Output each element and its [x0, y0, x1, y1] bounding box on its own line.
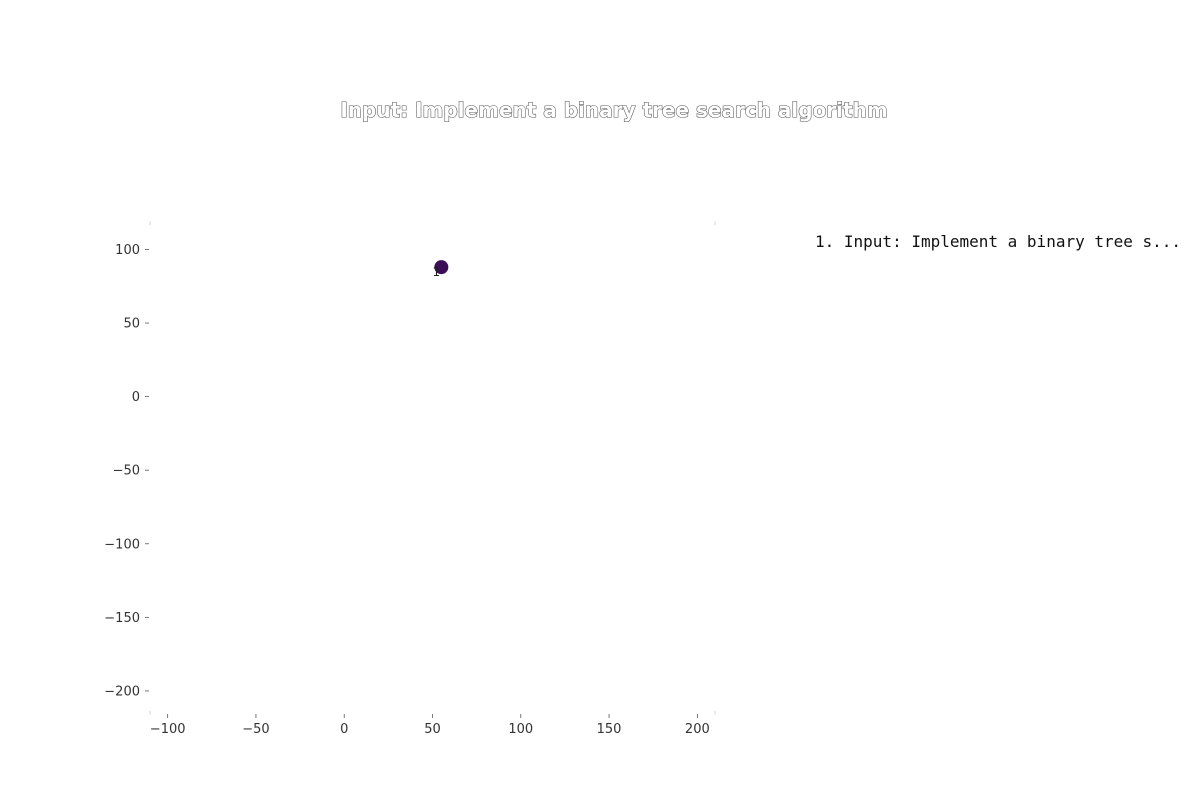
- x-tick-label: 200: [685, 722, 710, 737]
- point-label: 1: [433, 265, 441, 279]
- x-tick-label: 100: [508, 722, 533, 737]
- scatter-point: [434, 260, 449, 275]
- y-axis: 100 50 0 −50 −100 −150 −200: [104, 243, 149, 699]
- y-tick-label: −150: [104, 611, 140, 626]
- y-tick-label: −100: [104, 537, 140, 552]
- x-axis: −100 −50 0 50 100 150 200: [150, 714, 710, 737]
- y-tick-label: −50: [113, 464, 140, 479]
- y-tick-label: 100: [115, 243, 140, 258]
- x-tick-label: −50: [242, 722, 269, 737]
- x-tick-label: −100: [150, 722, 186, 737]
- y-tick-label: 0: [132, 390, 140, 405]
- plot-area: [149, 221, 716, 715]
- annotation-text: 1. Input: Implement a binary tree s...: [815, 232, 1181, 251]
- x-tick-label: 150: [597, 722, 622, 737]
- x-tick-label: 50: [424, 722, 441, 737]
- data-points: 1: [433, 260, 449, 279]
- y-tick-label: 50: [123, 317, 140, 332]
- chart-title: Input: Implement a binary tree search al…: [340, 98, 887, 122]
- y-tick-label: −200: [104, 684, 140, 699]
- x-tick-label: 0: [340, 722, 348, 737]
